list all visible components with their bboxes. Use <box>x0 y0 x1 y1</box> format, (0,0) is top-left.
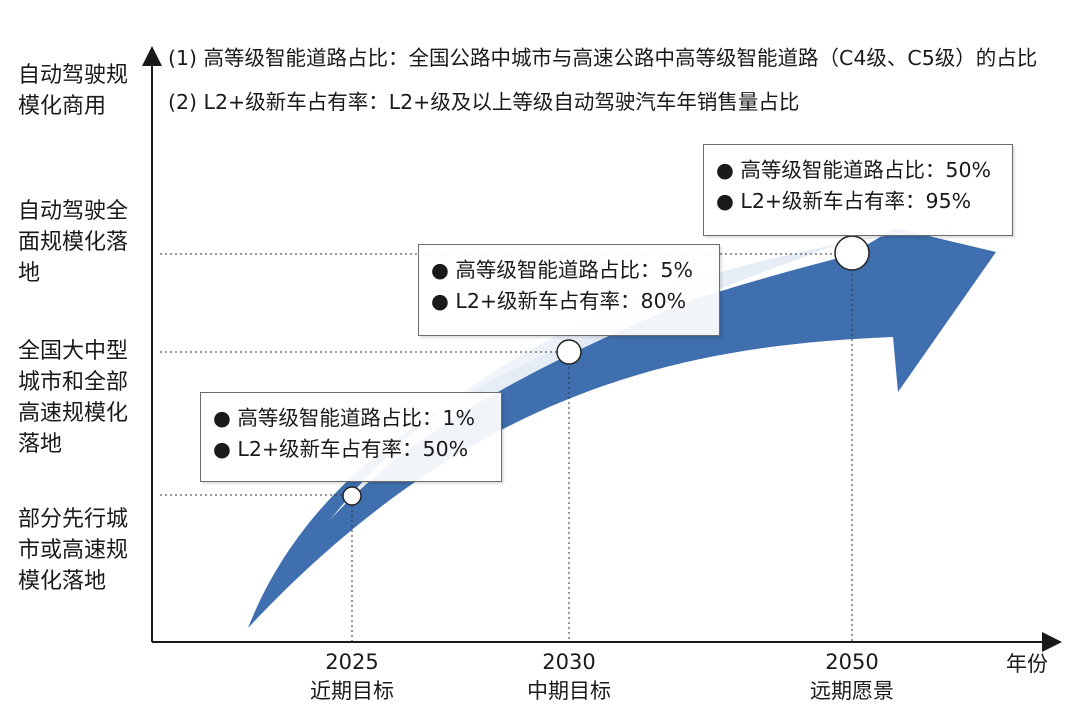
callout-2050: ● 高等级智能道路占比：50% ● L2+级新车占有率：95% <box>703 144 1013 236</box>
x-tick-2050-label: 远期愿景 <box>810 679 894 703</box>
x-tick-2025: 2025 近期目标 <box>282 648 422 706</box>
note-road-ratio: (1) 高等级智能道路占比：全国公路中城市与高速公路中高等级智能道路（C4级、C… <box>168 46 1038 70</box>
callout-2025-road: ● 高等级智能道路占比：1% <box>213 406 475 430</box>
x-tick-2030-label: 中期目标 <box>527 679 611 703</box>
x-tick-2030-year: 2030 <box>542 650 596 674</box>
callout-2025: ● 高等级智能道路占比：1% ● L2+级新车占有率：50% <box>200 392 502 482</box>
milestone-marker-2025 <box>342 486 362 506</box>
x-tick-2025-year: 2025 <box>325 650 379 674</box>
note-l2-share: (2) L2+级新车占有率：L2+级及以上等级自动驾驶汽车年销售量占比 <box>168 90 800 114</box>
stage-label-full-deployment: 自动驾驶全面规模化落地 <box>18 199 129 286</box>
milestone-marker-2030 <box>556 339 582 365</box>
callout-2030-road: ● 高等级智能道路占比：5% <box>431 258 693 282</box>
x-tick-2025-label: 近期目标 <box>310 679 394 703</box>
callout-2025-car: ● L2+级新车占有率：50% <box>213 437 469 461</box>
callout-2050-car: ● L2+级新车占有率：95% <box>716 189 972 213</box>
x-tick-2050-year: 2050 <box>825 650 879 674</box>
callout-2030: ● 高等级智能道路占比：5% ● L2+级新车占有率：80% <box>418 244 720 336</box>
growth-arrow <box>248 228 996 628</box>
x-tick-2030: 2030 中期目标 <box>499 648 639 706</box>
stage-label-pilot-cities: 部分先行城市或高速规模化落地 <box>18 507 129 594</box>
stage-label-commercial: 自动驾驶规模化商用 <box>18 63 129 119</box>
callout-2050-road: ● 高等级智能道路占比：50% <box>716 158 991 182</box>
x-axis-name: 年份 <box>1006 652 1048 676</box>
milestone-marker-2050 <box>834 235 870 271</box>
x-tick-2050: 2050 远期愿景 <box>782 648 922 706</box>
stage-label-major-cities: 全国大中型城市和全部高速规模化落地 <box>18 339 129 457</box>
callout-2030-car: ● L2+级新车占有率：80% <box>431 289 687 313</box>
